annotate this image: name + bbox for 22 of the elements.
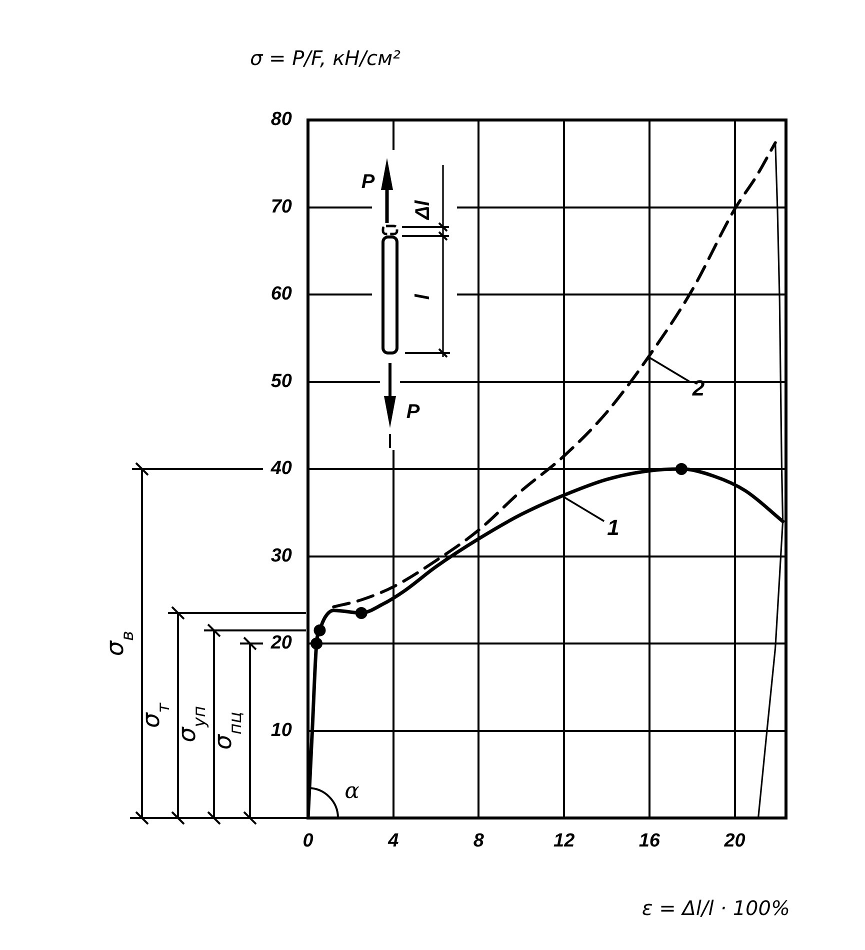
annotation: P <box>406 401 420 423</box>
y-tick-label: 40 <box>270 458 292 480</box>
y-tick-label: 50 <box>270 370 292 392</box>
series-label: 1 <box>607 515 620 540</box>
x-tick-label: 16 <box>638 830 660 852</box>
annotation: P <box>361 171 376 193</box>
y-tick-label: 30 <box>270 545 292 566</box>
x-axis-title: ε = Δl/l · 100% <box>642 896 790 920</box>
x-tick-label: 0 <box>302 830 314 852</box>
x-tick-label: 4 <box>387 830 400 852</box>
x-tick-label: 8 <box>473 830 484 852</box>
y-axis-title: σ = P/F, кН/см² <box>250 46 401 70</box>
annotation: l <box>412 294 434 300</box>
annotation: Δl <box>412 200 434 220</box>
x-tick-label: 20 <box>723 830 746 852</box>
annotation: α <box>344 779 360 804</box>
y-tick-label: 70 <box>270 196 292 218</box>
y-tick-label: 10 <box>270 720 292 741</box>
y-tick-label: 60 <box>270 284 292 305</box>
y-tick-label: 20 <box>270 632 292 654</box>
y-tick-label: 80 <box>270 109 292 130</box>
x-tick-label: 12 <box>554 830 576 852</box>
